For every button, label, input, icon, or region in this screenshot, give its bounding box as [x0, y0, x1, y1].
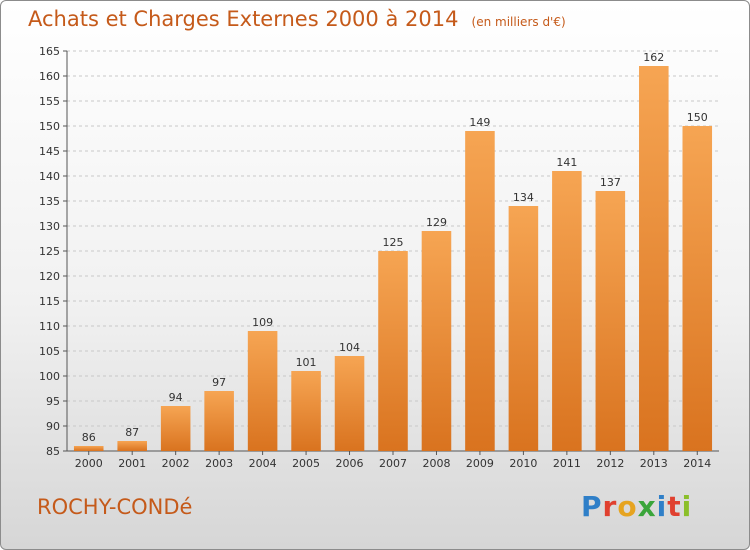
- x-tick-label-2012: 2012: [596, 457, 624, 470]
- logo-letter-t: t: [667, 490, 682, 523]
- logo-letter-r: r: [602, 490, 618, 523]
- y-tick-label: 150: [39, 120, 60, 133]
- data-label-2009: 149: [469, 116, 490, 129]
- bar-2007: [378, 251, 408, 451]
- bar-2012: [595, 191, 626, 451]
- data-label-2005: 101: [296, 356, 317, 369]
- bar-2009: [465, 131, 495, 451]
- data-label-2001: 87: [125, 426, 139, 439]
- data-label-2006: 104: [339, 341, 360, 354]
- logo-letter-p: P: [581, 490, 603, 523]
- y-tick-label: 100: [39, 370, 60, 383]
- data-label-2011: 141: [556, 156, 577, 169]
- y-tick-label: 110: [39, 320, 60, 333]
- logo-letter-i: i: [656, 490, 668, 523]
- data-label-2004: 109: [252, 316, 273, 329]
- logo-letter-i2: i: [681, 490, 693, 523]
- bar-2002: [160, 406, 191, 451]
- data-label-2013: 162: [643, 51, 664, 64]
- y-tick-label: 165: [39, 45, 60, 58]
- x-tick-label-2006: 2006: [336, 457, 364, 470]
- bar-2010: [508, 206, 539, 451]
- data-label-2007: 125: [383, 236, 404, 249]
- bar-2014: [682, 126, 713, 451]
- bar-2005: [291, 371, 321, 451]
- proxiti-logo[interactable]: Proxiti: [581, 490, 692, 523]
- bar-2011: [552, 171, 582, 451]
- x-tick-label-2002: 2002: [162, 457, 190, 470]
- y-tick-label: 155: [39, 95, 60, 108]
- x-tick-label-2008: 2008: [422, 457, 450, 470]
- data-label-2003: 97: [212, 376, 226, 389]
- data-label-2012: 137: [600, 176, 621, 189]
- bar-2013: [639, 66, 669, 451]
- y-tick-label: 105: [39, 345, 60, 358]
- x-tick-label-2005: 2005: [292, 457, 320, 470]
- commune-name: ROCHY-CONDé: [37, 495, 193, 519]
- y-tick-label: 90: [46, 420, 60, 433]
- y-tick-label: 145: [39, 145, 60, 158]
- y-tick-label: 95: [46, 395, 60, 408]
- x-tick-label-2001: 2001: [118, 457, 146, 470]
- bar-2003: [204, 391, 234, 451]
- data-label-2008: 129: [426, 216, 447, 229]
- logo-letter-o: o: [617, 490, 638, 523]
- y-tick-label: 130: [39, 220, 60, 233]
- y-tick-label: 140: [39, 170, 60, 183]
- y-tick-label: 115: [39, 295, 60, 308]
- x-tick-label-2011: 2011: [553, 457, 581, 470]
- bar-2001: [117, 441, 147, 451]
- chart-subtitle: (en milliers d'€): [471, 15, 566, 29]
- y-tick-label: 85: [46, 445, 60, 458]
- data-label-2002: 94: [169, 391, 183, 404]
- chart-title-block: Achats et Charges Externes 2000 à 2014 (…: [28, 7, 566, 31]
- y-tick-label: 120: [39, 270, 60, 283]
- data-label-2014: 150: [687, 111, 708, 124]
- x-tick-label-2014: 2014: [683, 457, 711, 470]
- x-tick-label-2007: 2007: [379, 457, 407, 470]
- x-tick-label-2010: 2010: [509, 457, 537, 470]
- data-label-2010: 134: [513, 191, 534, 204]
- bar-2008: [421, 231, 452, 451]
- data-label-2000: 86: [82, 431, 96, 444]
- y-tick-label: 160: [39, 70, 60, 83]
- y-tick-label: 125: [39, 245, 60, 258]
- bar-2006: [334, 356, 365, 451]
- x-tick-label-2009: 2009: [466, 457, 494, 470]
- y-tick-label: 135: [39, 195, 60, 208]
- x-tick-label-2004: 2004: [249, 457, 277, 470]
- chart-title: Achats et Charges Externes 2000 à 2014: [28, 7, 459, 31]
- x-tick-label-2003: 2003: [205, 457, 233, 470]
- bar-2004: [247, 331, 278, 451]
- logo-letter-x: x: [637, 490, 657, 523]
- x-tick-label-2013: 2013: [640, 457, 668, 470]
- bar-2000: [73, 446, 104, 451]
- x-tick-label-2000: 2000: [75, 457, 103, 470]
